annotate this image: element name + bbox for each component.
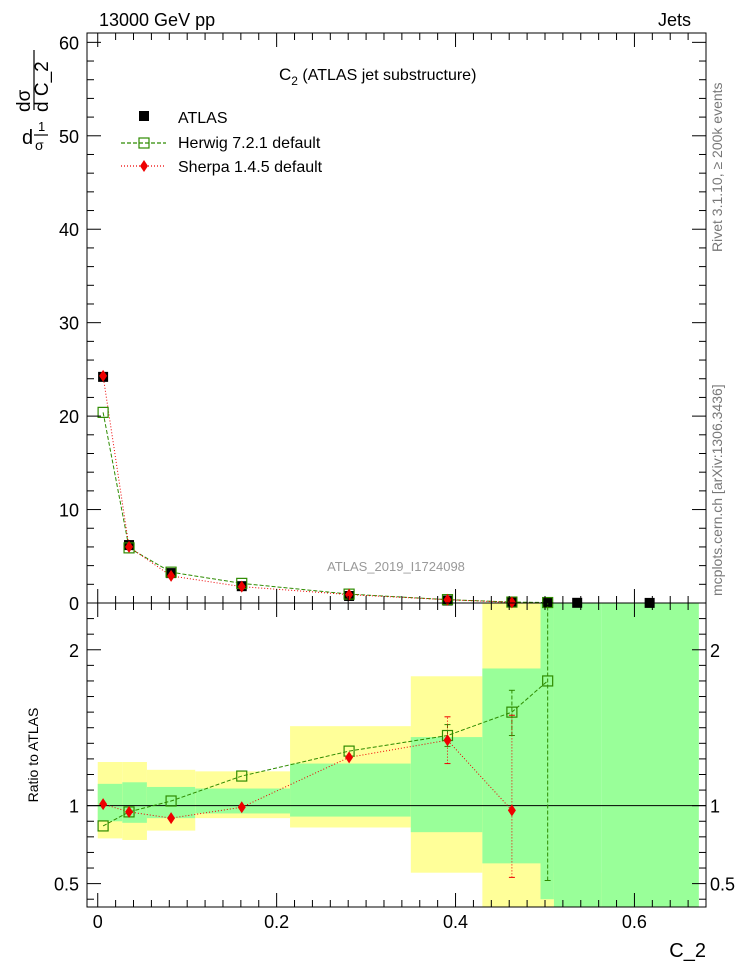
chart-title-sub: 2 [291,74,298,88]
main-point-s2-2 [167,569,176,582]
ratio-point-s1-1 [125,805,134,818]
ylabel-sigma: σ [35,137,44,153]
ratio-uncertainty-bands [97,603,699,907]
main-ytick-label: 30 [59,314,79,334]
ratio-point-s1-6 [507,804,516,817]
ratio-point-s0-2 [165,795,177,807]
axes: 0 10 20 30 40 50 60 0 0.2 0.4 0.6 0.5 0.5 1 1 2 2 [54,32,735,932]
ratio-point-s0-7 [542,675,554,687]
ratio-point-s1-0 [99,798,108,811]
main-point-s2-4 [345,588,354,601]
ylabel-d-left: d [22,127,33,149]
main-point-s2-1 [125,540,134,553]
legend-label-herwig: Herwig 7.2.1 default [178,135,321,152]
ratio-point-s0-3 [236,770,248,782]
legend-marker-herwig [138,137,150,149]
chart-title: C2 (ATLAS jet substructure) [279,65,476,88]
band-green-8 [553,603,602,907]
ratio-panel-frame [86,602,707,908]
ratio-point-s0-6 [506,706,518,718]
ylabel-one: 1 [38,119,45,134]
ratio-xtick-label: 0.2 [264,912,289,932]
ratio-ytick-label-left: 2 [69,641,79,661]
ratio-line-series-0 [102,680,549,827]
process-label: Jets [658,10,691,30]
ratio-xtick-label: 0.6 [622,912,647,932]
band-green-5 [410,737,483,833]
ratio-point-s0-0 [97,820,109,832]
chart-title-main: C [279,65,291,84]
x-axis-label: C_2 [669,940,706,962]
main-ytick-label: 10 [59,501,79,521]
ratio-xtick-label: 0 [93,912,103,932]
ratio-ytick-label-right: 1 [710,797,720,817]
main-point-s1-0 [97,406,109,418]
analysis-watermark: ATLAS_2019_I1724098 [327,559,465,574]
ratio-panel-data [87,602,706,881]
band-green-4 [290,763,411,817]
ratio-point-s1-5 [443,734,452,747]
main-ytick-label: 60 [59,33,79,53]
ratio-ytick-label-left: 1 [69,797,79,817]
chart-title-rest: (ATLAS jet substructure) [298,67,476,84]
main-ytick-label: 0 [69,594,79,614]
main-ylabel: d 1 σ dσ d C_2 [14,50,53,153]
legend-marker-sherpa [140,160,148,172]
main-point-s2-0 [99,369,108,382]
ratio-point-s1-3 [237,801,246,814]
rivet-version-text: Rivet 3.1.10, ≥ 200k events [709,82,725,252]
energy-label: 13000 GeV pp [99,10,215,30]
ratio-ytick-label-right: 0.5 [710,875,735,895]
ratio-point-s1-2 [167,812,176,825]
ratio-xtick-label: 0.4 [443,912,468,932]
main-ytick-label: 40 [59,220,79,240]
ratio-ytick-label-left: 0.5 [54,875,79,895]
ylabel-dc2: d C_2 [32,61,53,112]
legend-label-atlas: ATLAS [178,110,228,127]
legend-label-sherpa: Sherpa 1.4.5 default [178,159,323,176]
ratio-ylabel: Ratio to ATLAS [25,708,41,803]
ratio-point-s1-4 [345,751,354,764]
mcplots-credit-text: mcplots.cern.ch [arXiv:1306.3436] [709,384,725,596]
legend-marker-atlas [139,111,149,121]
legend: ATLAS Herwig 7.2.1 default Sherpa 1.4.5 … [121,110,323,176]
ylabel-dsigma: dσ [14,89,35,112]
main-point-s2-3 [237,580,246,593]
ratio-ytick-label-right: 2 [710,641,720,661]
main-point-s2-6 [507,596,516,609]
band-green-9 [601,603,699,907]
main-ytick-label: 20 [59,407,79,427]
main-ytick-label: 50 [59,127,79,147]
